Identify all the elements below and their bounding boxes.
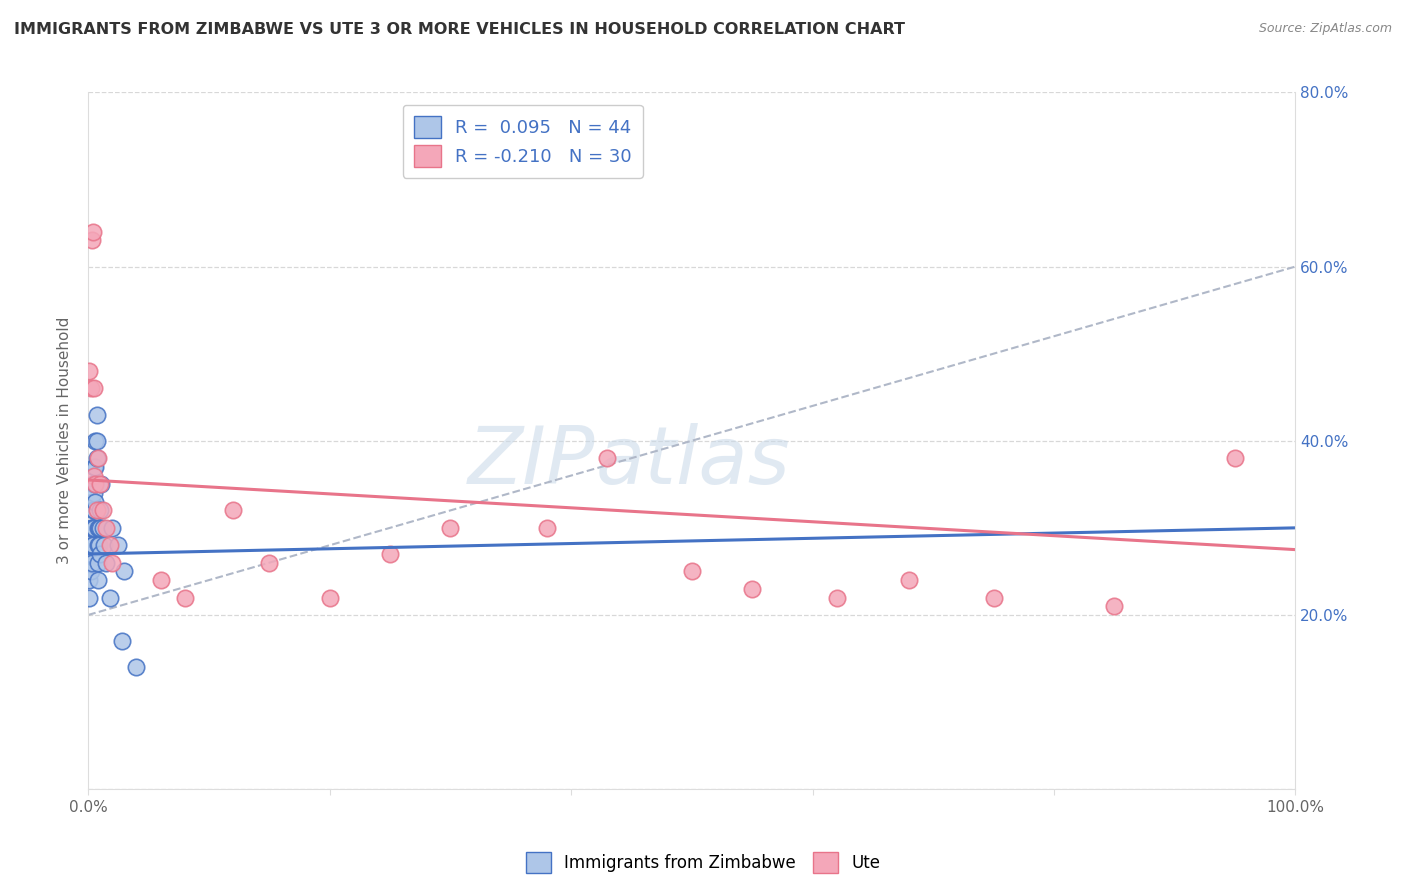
Point [378, 547, 401, 561]
Point [91, 521, 114, 535]
Point [86, 503, 108, 517]
Point [222, 503, 245, 517]
Point [82, 503, 104, 517]
Point [87, 556, 110, 570]
Point [89, 477, 111, 491]
Point [79, 364, 101, 378]
Point [84, 434, 107, 448]
Point [84, 477, 107, 491]
Point [82, 538, 104, 552]
Point [80, 494, 103, 508]
Point [318, 591, 340, 605]
Point [87, 538, 110, 552]
Point [79, 573, 101, 587]
Point [86, 408, 108, 422]
Point [1223, 451, 1246, 466]
Point [89, 547, 111, 561]
Point [101, 521, 124, 535]
Point [84, 459, 107, 474]
Point [681, 565, 703, 579]
Text: Source: ZipAtlas.com: Source: ZipAtlas.com [1258, 22, 1392, 36]
Point [257, 556, 280, 570]
Point [79, 591, 101, 605]
Point [83, 382, 105, 396]
Point [741, 582, 763, 596]
Point [125, 660, 148, 674]
Point [173, 591, 195, 605]
Point [101, 556, 124, 570]
Point [82, 477, 104, 491]
Point [79, 547, 101, 561]
Point [83, 468, 105, 483]
Text: IMMIGRANTS FROM ZIMBABWE VS UTE 3 OR MORE VEHICLES IN HOUSEHOLD CORRELATION CHAR: IMMIGRANTS FROM ZIMBABWE VS UTE 3 OR MOR… [14, 22, 905, 37]
Point [825, 591, 848, 605]
Point [86, 451, 108, 466]
Point [82, 225, 104, 239]
Point [898, 573, 921, 587]
Point [84, 477, 107, 491]
Point [87, 451, 110, 466]
Point [79, 382, 101, 396]
Point [80, 234, 103, 248]
Point [89, 503, 111, 517]
Point [87, 538, 110, 552]
Point [89, 521, 111, 535]
Point [536, 521, 558, 535]
Point [86, 434, 108, 448]
Text: ZIP: ZIP [468, 423, 595, 500]
Point [91, 503, 114, 517]
Point [87, 521, 110, 535]
Point [983, 591, 1005, 605]
Y-axis label: 3 or more Vehicles in Household: 3 or more Vehicles in Household [58, 317, 72, 565]
Point [98, 538, 121, 552]
Point [80, 521, 103, 535]
Point [83, 503, 105, 517]
Legend: Immigrants from Zimbabwe, Ute: Immigrants from Zimbabwe, Ute [519, 846, 887, 880]
Point [83, 521, 105, 535]
Legend: R =  0.095   N = 44, R = -0.210   N = 30: R = 0.095 N = 44, R = -0.210 N = 30 [404, 105, 643, 178]
Point [112, 565, 135, 579]
Point [111, 634, 134, 648]
Point [439, 521, 461, 535]
Point [83, 459, 105, 474]
Point [1104, 599, 1126, 614]
Point [83, 486, 105, 500]
Point [96, 521, 118, 535]
Point [82, 521, 104, 535]
Point [96, 556, 118, 570]
Point [79, 547, 101, 561]
Point [79, 521, 101, 535]
Point [93, 538, 115, 552]
Point [98, 591, 121, 605]
Point [79, 565, 101, 579]
Point [80, 538, 103, 552]
Text: atlas: atlas [595, 423, 790, 500]
Point [149, 573, 172, 587]
Point [107, 538, 129, 552]
Point [90, 477, 112, 491]
Point [80, 556, 103, 570]
Point [87, 573, 110, 587]
Point [84, 494, 107, 508]
Point [87, 521, 110, 535]
Point [596, 451, 619, 466]
